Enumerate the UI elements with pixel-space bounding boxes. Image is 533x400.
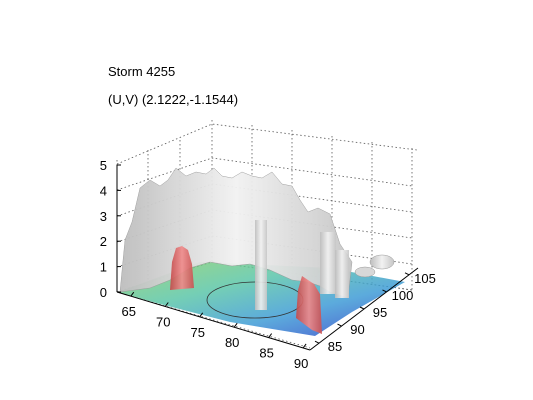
y-tick-mark [314, 340, 320, 344]
chart-subtitle: (U,V) (2.1222,-1.1544) [108, 92, 239, 107]
y-tick-label: 100 [392, 288, 414, 303]
z-tick-label: 0 [100, 285, 107, 300]
x-tick-mark [130, 291, 135, 297]
x-tick-label: 65 [122, 304, 136, 319]
y-tick-mark [404, 272, 410, 276]
x-tick-label: 85 [259, 346, 273, 361]
y-tick-label: 105 [414, 271, 436, 286]
z-axis: 0 1 2 3 4 5 [100, 158, 121, 300]
isosurface-blob-right [369, 254, 395, 270]
y-tick-label: 85 [328, 339, 342, 354]
x-tick-label: 90 [294, 356, 308, 371]
isosurface-column-2 [320, 232, 336, 294]
isosurface-blob-right-2 [354, 266, 376, 278]
z-tick-label: 4 [100, 183, 107, 198]
y-tick-label: 90 [350, 322, 364, 337]
x-tick-label: 75 [190, 325, 204, 340]
x-tick-mark [268, 333, 273, 338]
x-tick-label: 70 [156, 315, 170, 330]
x-axis: 65 70 75 80 85 90 [116, 291, 311, 371]
y-tick-mark [337, 323, 342, 327]
y-tick-label: 95 [373, 305, 387, 320]
y-tick-mark [382, 289, 387, 293]
x-tick-mark [233, 322, 238, 328]
y-tick-mark [359, 306, 365, 310]
z-tick-label: 3 [100, 209, 107, 224]
x-tick-label: 80 [225, 335, 239, 350]
z-tick-label: 1 [100, 260, 107, 275]
x-tick-mark [164, 302, 169, 307]
updraft-core-left [170, 246, 194, 290]
x-tick-mark [199, 312, 204, 318]
x-tick-mark [302, 343, 307, 349]
chart-title: Storm 4255 [108, 64, 176, 79]
updraft-core-right [296, 276, 322, 334]
isosurface-column-1 [255, 220, 267, 310]
isosurface-column-3 [335, 250, 349, 298]
z-tick-label: 5 [100, 158, 107, 173]
z-tick-label: 2 [100, 234, 107, 249]
